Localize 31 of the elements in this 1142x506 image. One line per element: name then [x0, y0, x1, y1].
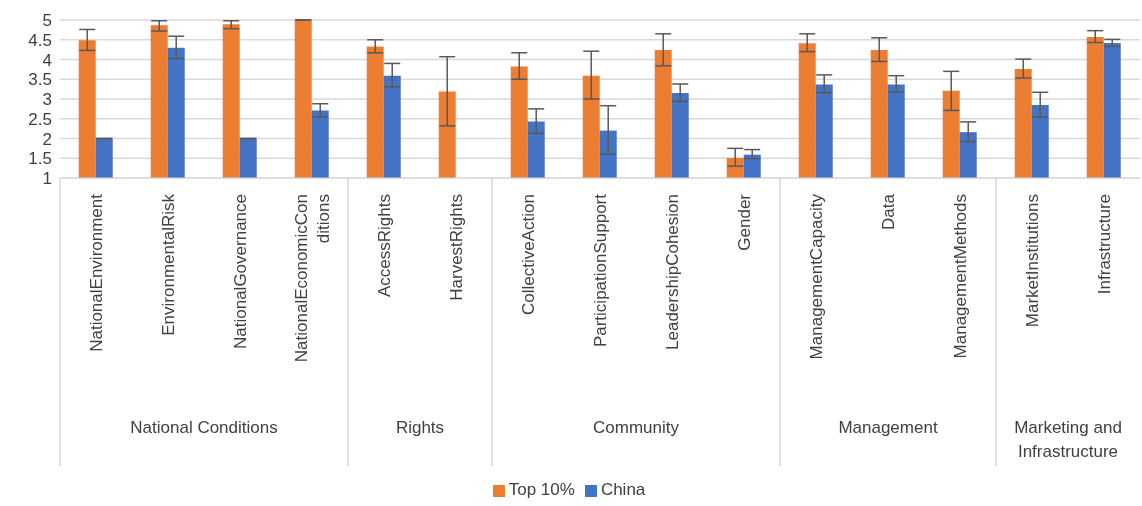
x-tick-label: LeadershipCohesion — [663, 194, 682, 350]
x-tick-label: CollectiveAction — [519, 194, 538, 315]
y-tick-label: 4 — [42, 50, 52, 70]
x-tick-label: NationalEconomicConditions — [292, 194, 333, 363]
x-tick-label: NationalGovernance — [231, 194, 250, 349]
legend-label: China — [600, 480, 646, 499]
y-tick-label: 3.5 — [28, 70, 52, 90]
y-tick-label: 1.5 — [28, 149, 52, 169]
legend-label: Top 10% — [508, 480, 575, 499]
x-tick-label: MarketInstitutions — [1023, 194, 1042, 328]
y-tick-label: 5 — [42, 11, 52, 31]
y-tick-label: 3 — [42, 90, 52, 110]
text: National Conditions — [129, 417, 279, 439]
x-tick-label: Gender — [735, 193, 754, 251]
x-tick-label: AccessRights — [375, 194, 394, 297]
text: Rights — [394, 417, 446, 439]
x-tick-label: ManagementMethods — [951, 194, 970, 359]
x-tick-label: Data — [879, 193, 898, 230]
x-tick-label: Infrastructure — [1095, 194, 1114, 295]
x-tick-label: ParticipationSupport — [591, 193, 610, 348]
x-tick-label: NationalEnvironment — [87, 193, 106, 352]
text: Management — [837, 417, 939, 439]
y-tick-label: 2.5 — [28, 109, 52, 129]
y-tick-label: 1 — [42, 169, 52, 189]
y-tick-label: 2 — [42, 129, 52, 149]
x-tick-label: ManagementCapacity — [807, 193, 826, 360]
text: Community — [592, 417, 680, 439]
x-tick-label: HarvestRights — [447, 194, 466, 301]
x-tick-label: EnvironmentalRisk — [159, 193, 178, 336]
y-tick-label: 4.5 — [28, 30, 52, 50]
text: Marketing and Infrastructure — [1013, 417, 1123, 463]
